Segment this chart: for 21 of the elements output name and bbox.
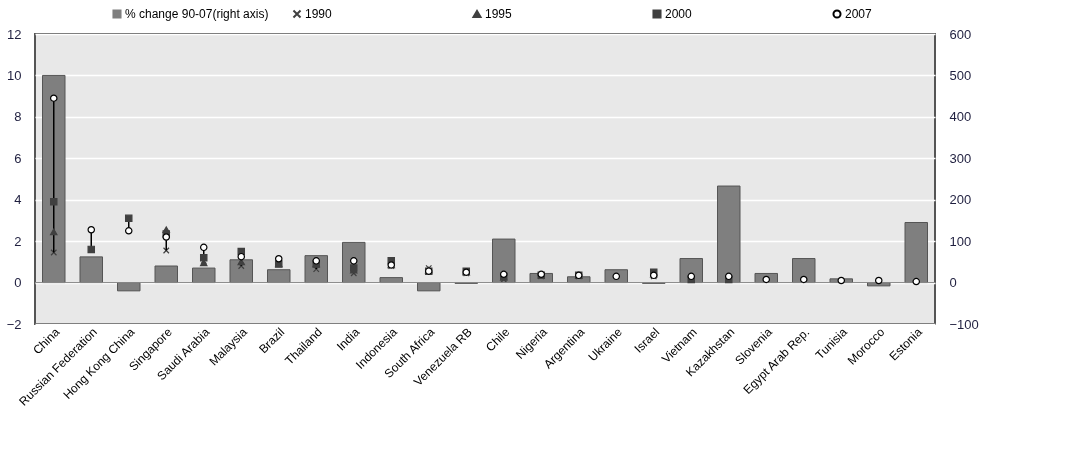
y-tick-label: 6 xyxy=(14,150,22,166)
y-tick-label: 8 xyxy=(14,109,22,125)
legend-label: 2007 xyxy=(845,7,873,21)
y2-tick-label: 300 xyxy=(949,150,972,166)
legend-label: % change 90-07(right axis) xyxy=(125,7,269,21)
legend-label: 1990 xyxy=(305,7,333,21)
y-tick-label: 4 xyxy=(14,192,22,208)
legend-label: 2000 xyxy=(665,7,693,21)
legend-label: 1995 xyxy=(485,7,513,21)
y2-tick-label: 600 xyxy=(949,26,972,42)
y-tick-label: −2 xyxy=(6,316,22,332)
y2-tick-label: 100 xyxy=(949,233,972,249)
y2-tick-label: 200 xyxy=(949,192,972,208)
y-tick-label: 12 xyxy=(7,26,22,42)
y2-tick-label: 400 xyxy=(949,109,972,125)
y2-tick-label: 0 xyxy=(949,275,957,291)
y-tick-label: 2 xyxy=(14,233,22,249)
y2-tick-label: −100 xyxy=(949,316,979,332)
y-tick-label: 0 xyxy=(14,275,22,291)
y-tick-label: 10 xyxy=(7,67,22,83)
y2-tick-label: 500 xyxy=(949,67,972,83)
